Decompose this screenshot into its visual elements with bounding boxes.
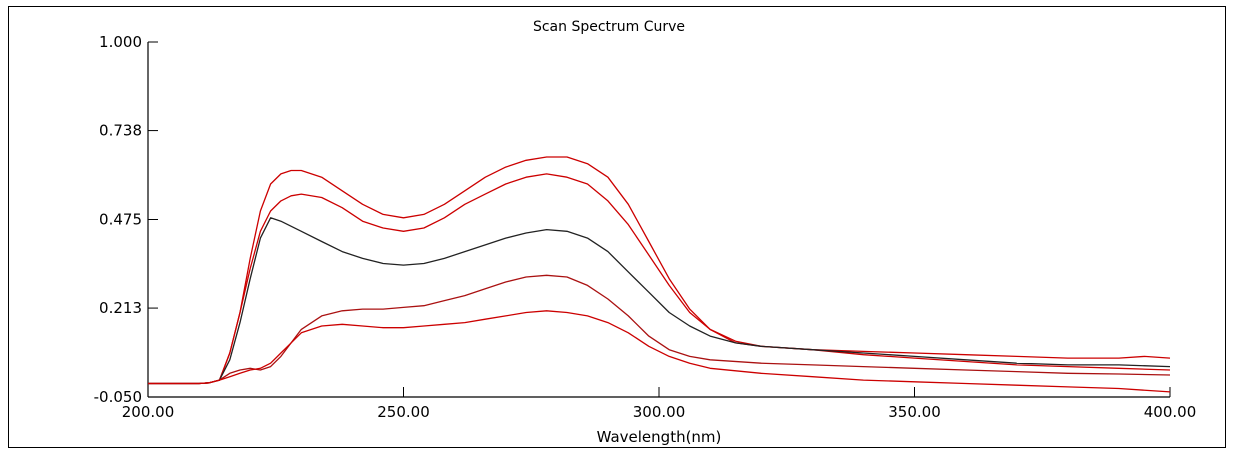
series-line-4 (148, 274, 1171, 385)
y-tick-label: 0.475 (99, 211, 142, 229)
y-tick-label: 0.738 (99, 122, 142, 140)
y-tick-label: 1.000 (99, 33, 142, 51)
x-axis-label: Wavelength(nm) (597, 428, 722, 446)
series-layer (148, 156, 1171, 393)
spectrum-chart: Scan Spectrum Curve Wavelength(nm) -0.05… (94, 19, 1197, 446)
x-tick-label: 200.00 (122, 403, 175, 421)
y-tick-label: -0.050 (94, 388, 142, 406)
y-tick-label: 0.213 (99, 299, 142, 317)
x-tick-label: 350.00 (888, 403, 941, 421)
x-tick-label: 250.00 (377, 403, 430, 421)
axes: -0.050 0.213 0.475 0.738 1.000 200.00 250.00 30… (94, 33, 1197, 421)
series-line-5 (148, 310, 1171, 393)
x-tick-label: 400.00 (1144, 403, 1197, 421)
chart-title: Scan Spectrum Curve (533, 19, 685, 35)
series-line-3 (148, 217, 1171, 385)
x-tick-label: 300.00 (633, 403, 686, 421)
series-line-1 (148, 156, 1171, 385)
chart-frame: Scan Spectrum Curve Wavelength(nm) -0.05… (8, 6, 1226, 448)
